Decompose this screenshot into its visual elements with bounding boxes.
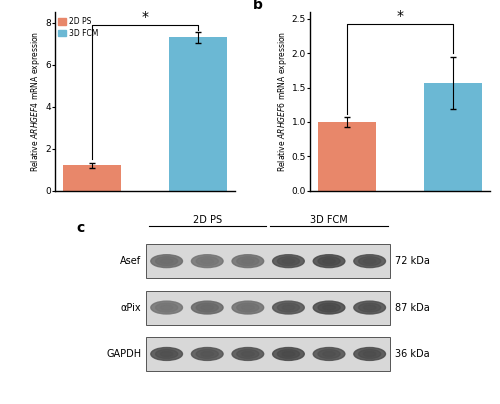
Ellipse shape	[237, 303, 259, 312]
Ellipse shape	[151, 301, 182, 314]
Ellipse shape	[232, 301, 264, 314]
Ellipse shape	[192, 255, 223, 267]
Ellipse shape	[151, 255, 182, 267]
Ellipse shape	[156, 303, 178, 312]
Ellipse shape	[232, 255, 264, 267]
Ellipse shape	[237, 349, 259, 358]
Text: 87 kDa: 87 kDa	[395, 303, 430, 313]
Y-axis label: Relative $ARHGEF6$ mRNA expression: Relative $ARHGEF6$ mRNA expression	[276, 31, 289, 172]
Ellipse shape	[313, 255, 345, 267]
Ellipse shape	[160, 305, 173, 310]
Ellipse shape	[201, 351, 213, 357]
Ellipse shape	[272, 255, 304, 267]
Ellipse shape	[242, 305, 254, 310]
Ellipse shape	[272, 347, 304, 360]
Bar	[146, 244, 390, 278]
Ellipse shape	[156, 349, 178, 358]
Ellipse shape	[364, 259, 376, 264]
Text: b: b	[252, 0, 262, 12]
Ellipse shape	[196, 349, 218, 358]
Bar	[146, 337, 390, 371]
Ellipse shape	[358, 349, 380, 358]
Ellipse shape	[278, 349, 299, 358]
Ellipse shape	[358, 303, 380, 312]
Ellipse shape	[282, 351, 295, 357]
Text: GAPDH: GAPDH	[106, 349, 141, 359]
Ellipse shape	[278, 303, 299, 312]
Bar	[146, 290, 390, 324]
Ellipse shape	[201, 259, 213, 264]
Ellipse shape	[201, 305, 213, 310]
Ellipse shape	[196, 303, 218, 312]
Text: c: c	[77, 221, 85, 235]
Ellipse shape	[318, 257, 340, 266]
Ellipse shape	[364, 305, 376, 310]
Ellipse shape	[318, 349, 340, 358]
Ellipse shape	[192, 347, 223, 360]
Text: 2D PS: 2D PS	[192, 215, 222, 225]
Ellipse shape	[151, 347, 182, 360]
Ellipse shape	[242, 259, 254, 264]
Text: *: *	[142, 10, 148, 24]
Ellipse shape	[160, 259, 173, 264]
Ellipse shape	[282, 305, 295, 310]
Ellipse shape	[156, 257, 178, 266]
Ellipse shape	[278, 257, 299, 266]
Ellipse shape	[272, 301, 304, 314]
Y-axis label: Relative $ARHGEF4$ mRNA expression: Relative $ARHGEF4$ mRNA expression	[30, 31, 43, 172]
Bar	[63, 165, 121, 191]
Ellipse shape	[196, 257, 218, 266]
Ellipse shape	[318, 303, 340, 312]
Ellipse shape	[242, 351, 254, 357]
Legend: 2D PS, 3D FCM: 2D PS, 3D FCM	[55, 14, 102, 40]
Text: 3D FCM: 3D FCM	[310, 215, 348, 225]
Ellipse shape	[354, 255, 386, 267]
Ellipse shape	[322, 351, 336, 357]
Bar	[318, 122, 376, 191]
Ellipse shape	[160, 351, 173, 357]
Ellipse shape	[313, 301, 345, 314]
Ellipse shape	[232, 347, 264, 360]
Ellipse shape	[192, 301, 223, 314]
Ellipse shape	[322, 305, 336, 310]
Ellipse shape	[358, 257, 380, 266]
Text: 36 kDa: 36 kDa	[395, 349, 430, 359]
Bar	[424, 83, 482, 191]
Ellipse shape	[237, 257, 259, 266]
Ellipse shape	[354, 347, 386, 360]
Bar	[168, 37, 226, 191]
Text: Asef: Asef	[120, 256, 141, 266]
Ellipse shape	[313, 347, 345, 360]
Text: 72 kDa: 72 kDa	[395, 256, 430, 266]
Text: *: *	[396, 9, 404, 23]
Ellipse shape	[322, 259, 336, 264]
Ellipse shape	[354, 301, 386, 314]
Text: αPix: αPix	[120, 303, 141, 313]
Ellipse shape	[364, 351, 376, 357]
Ellipse shape	[282, 259, 295, 264]
